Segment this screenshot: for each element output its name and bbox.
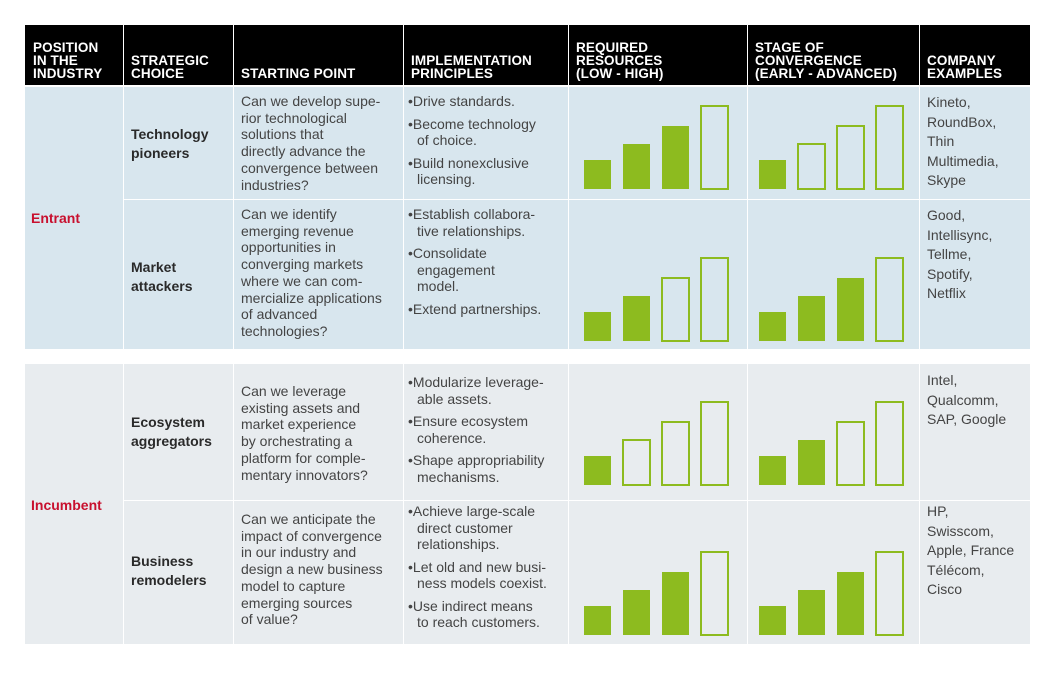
row-divider xyxy=(123,500,1030,501)
outline-bar xyxy=(875,551,904,636)
filled-bar xyxy=(623,590,650,635)
row-divider xyxy=(123,199,1030,200)
principles-list: •Achieve large-scale direct customer rel… xyxy=(408,503,568,637)
column-divider xyxy=(747,364,748,644)
column-divider xyxy=(233,364,234,644)
principle-item: •Use indirect means to reach customers. xyxy=(408,597,540,631)
principle-item: •Become technology of choice. xyxy=(408,115,536,149)
resources-bars xyxy=(584,401,729,486)
filled-bar xyxy=(759,312,786,341)
principles-list: •Drive standards. •Become technology of … xyxy=(408,93,568,194)
filled-bar xyxy=(584,312,611,341)
header-position: POSITION IN THE INDUSTRY xyxy=(33,40,103,81)
outline-bar xyxy=(875,257,904,342)
company-examples: Intel, Qualcomm, SAP, Google xyxy=(927,372,1007,427)
column-divider xyxy=(123,364,124,644)
choice-label: Technology pioneers xyxy=(131,126,209,161)
filled-bar xyxy=(798,296,825,341)
outline-bar xyxy=(797,143,826,190)
filled-bar xyxy=(584,456,611,485)
filled-bar xyxy=(837,278,864,341)
header-starting-point: STARTING POINT xyxy=(241,66,356,81)
principle-item: •Let old and new busi- ness models coexi… xyxy=(408,558,547,592)
principle-item: •Build nonexclusive licensing. xyxy=(408,154,529,188)
choice-label: Business remodelers xyxy=(131,553,207,588)
header-companies: COMPANY EXAMPLES xyxy=(927,53,1003,81)
header-divider xyxy=(747,25,748,85)
column-divider xyxy=(403,87,404,349)
convergence-bars xyxy=(759,257,904,342)
company-examples: Good, Intellisync, Tellme, Spotify, Netf… xyxy=(927,207,993,301)
principle-item: •Shape appropriability mechanisms. xyxy=(408,452,545,485)
principle-item: •Modularize leverage- able assets. xyxy=(408,374,544,407)
header-divider xyxy=(403,25,404,85)
principle-item: •Ensure ecosystem coherence. xyxy=(408,413,529,446)
filled-bar xyxy=(759,606,786,635)
header-divider xyxy=(919,25,920,85)
principle-item: •Establish collabora- tive relationships… xyxy=(408,206,536,239)
outline-bar xyxy=(875,401,904,486)
header-divider xyxy=(568,25,569,85)
convergence-bars xyxy=(759,105,904,190)
filled-bar xyxy=(759,456,786,485)
column-divider xyxy=(233,87,234,349)
filled-bar xyxy=(798,590,825,635)
principles-list: •Establish collabora- tive relationships… xyxy=(408,206,568,323)
convergence-bars xyxy=(759,551,904,636)
filled-bar xyxy=(623,144,650,189)
resources-bars xyxy=(584,257,729,342)
position-label-incumbent: Incumbent xyxy=(31,497,102,513)
column-divider xyxy=(919,364,920,644)
outline-bar xyxy=(700,401,729,486)
principles-list: •Modularize leverage- able assets. •Ensu… xyxy=(408,374,568,491)
convergence-bars xyxy=(759,401,904,486)
choice-label: Ecosystem aggregators xyxy=(131,414,212,449)
outline-bar xyxy=(836,125,865,190)
outline-bar xyxy=(700,257,729,342)
filled-bar xyxy=(798,440,825,485)
outline-bar xyxy=(661,277,690,342)
resources-bars xyxy=(584,105,729,190)
starting-point-text: Can we anticipate the impact of converge… xyxy=(241,511,383,628)
column-divider xyxy=(568,364,569,644)
outline-bar xyxy=(661,421,690,486)
filled-bar xyxy=(584,606,611,635)
principle-item: •Achieve large-scale direct customer rel… xyxy=(408,503,536,552)
column-divider xyxy=(123,87,124,349)
header-divider xyxy=(123,25,124,85)
company-examples: HP, Swisscom, Apple, France Télécom, Cis… xyxy=(927,503,1015,597)
starting-point-text: Can we identify emerging revenue opportu… xyxy=(241,206,382,339)
filled-bar xyxy=(759,160,786,189)
starting-point-text: Can we leverage existing assets and mark… xyxy=(241,383,368,483)
outline-bar xyxy=(622,439,651,486)
column-divider xyxy=(568,87,569,349)
filled-bar xyxy=(837,572,864,635)
choice-label: Market attackers xyxy=(131,259,193,294)
header-resources: REQUIRED RESOURCES (LOW - HIGH) xyxy=(576,40,664,81)
principle-item: •Drive standards. xyxy=(408,93,515,109)
outline-bar xyxy=(875,105,904,190)
entrant-group xyxy=(25,87,1030,349)
header-divider xyxy=(233,25,234,85)
starting-point-text: Can we develop supe- rior technological … xyxy=(241,93,381,193)
column-divider xyxy=(403,364,404,644)
outline-bar xyxy=(836,421,865,486)
company-examples: Kineto, RoundBox, Thin Multimedia, Skype xyxy=(927,94,999,188)
outline-bar xyxy=(700,105,729,190)
filled-bar xyxy=(662,126,689,189)
filled-bar xyxy=(623,296,650,341)
principle-item: •Extend partnerships. xyxy=(408,300,542,317)
resources-bars xyxy=(584,551,729,636)
column-divider xyxy=(919,87,920,349)
position-label-entrant: Entrant xyxy=(31,210,80,226)
filled-bar xyxy=(662,572,689,635)
header-choice: STRATEGIC CHOICE xyxy=(131,53,209,81)
table-header: POSITION IN THE INDUSTRY STRATEGIC CHOIC… xyxy=(25,25,1030,85)
header-principles: IMPLEMENTATION PRINCIPLES xyxy=(411,53,532,81)
column-divider xyxy=(747,87,748,349)
header-convergence: STAGE OF CONVERGENCE (EARLY - ADVANCED) xyxy=(755,40,898,81)
outline-bar xyxy=(700,551,729,636)
filled-bar xyxy=(584,160,611,189)
principle-item: •Consolidate engagement model. xyxy=(408,245,495,294)
